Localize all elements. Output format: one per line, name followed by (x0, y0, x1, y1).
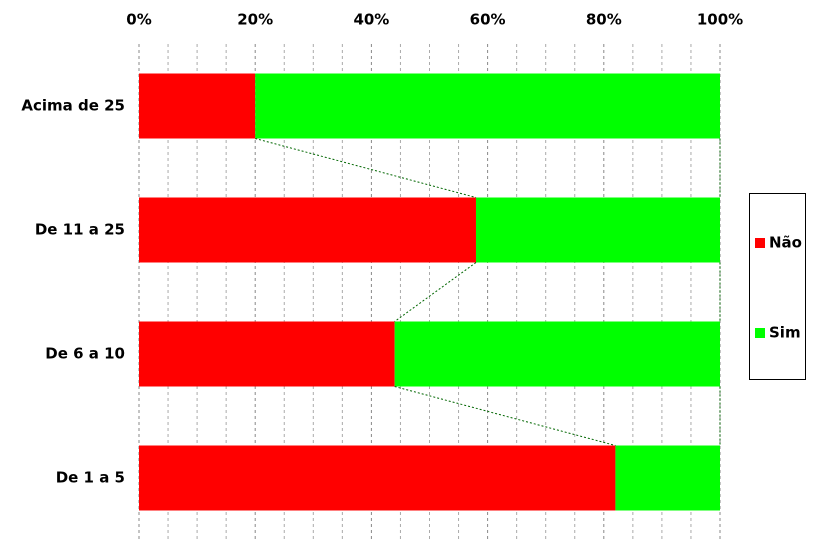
x-tick-label: 80% (586, 11, 622, 29)
legend-label: Sim (769, 324, 801, 342)
y-tick-label: De 11 a 25 (35, 221, 125, 239)
y-tick-label: De 1 a 5 (56, 469, 125, 487)
bar-segment (394, 321, 720, 387)
x-tick-label: 100% (697, 11, 743, 29)
series-line (394, 386, 616, 446)
bar-segment (475, 197, 720, 263)
x-tick-label: 40% (353, 11, 389, 29)
bar-segment (139, 73, 256, 139)
y-tick-label: De 6 a 10 (45, 345, 125, 363)
x-tick-label: 0% (126, 11, 151, 29)
legend-label: Não (769, 234, 802, 252)
y-tick-label: Acima de 25 (21, 97, 125, 115)
x-tick-label: 60% (470, 11, 506, 29)
series-line (394, 262, 477, 322)
legend-box (749, 193, 806, 380)
x-tick-label: 20% (237, 11, 273, 29)
series-line (255, 138, 477, 198)
bar-segment (615, 445, 720, 511)
legend-swatch (755, 238, 765, 248)
bar-segment (139, 197, 476, 263)
legend-swatch (755, 328, 765, 338)
bar-segment (139, 321, 395, 387)
bar-segment (139, 445, 616, 511)
bar-segment (255, 73, 720, 139)
